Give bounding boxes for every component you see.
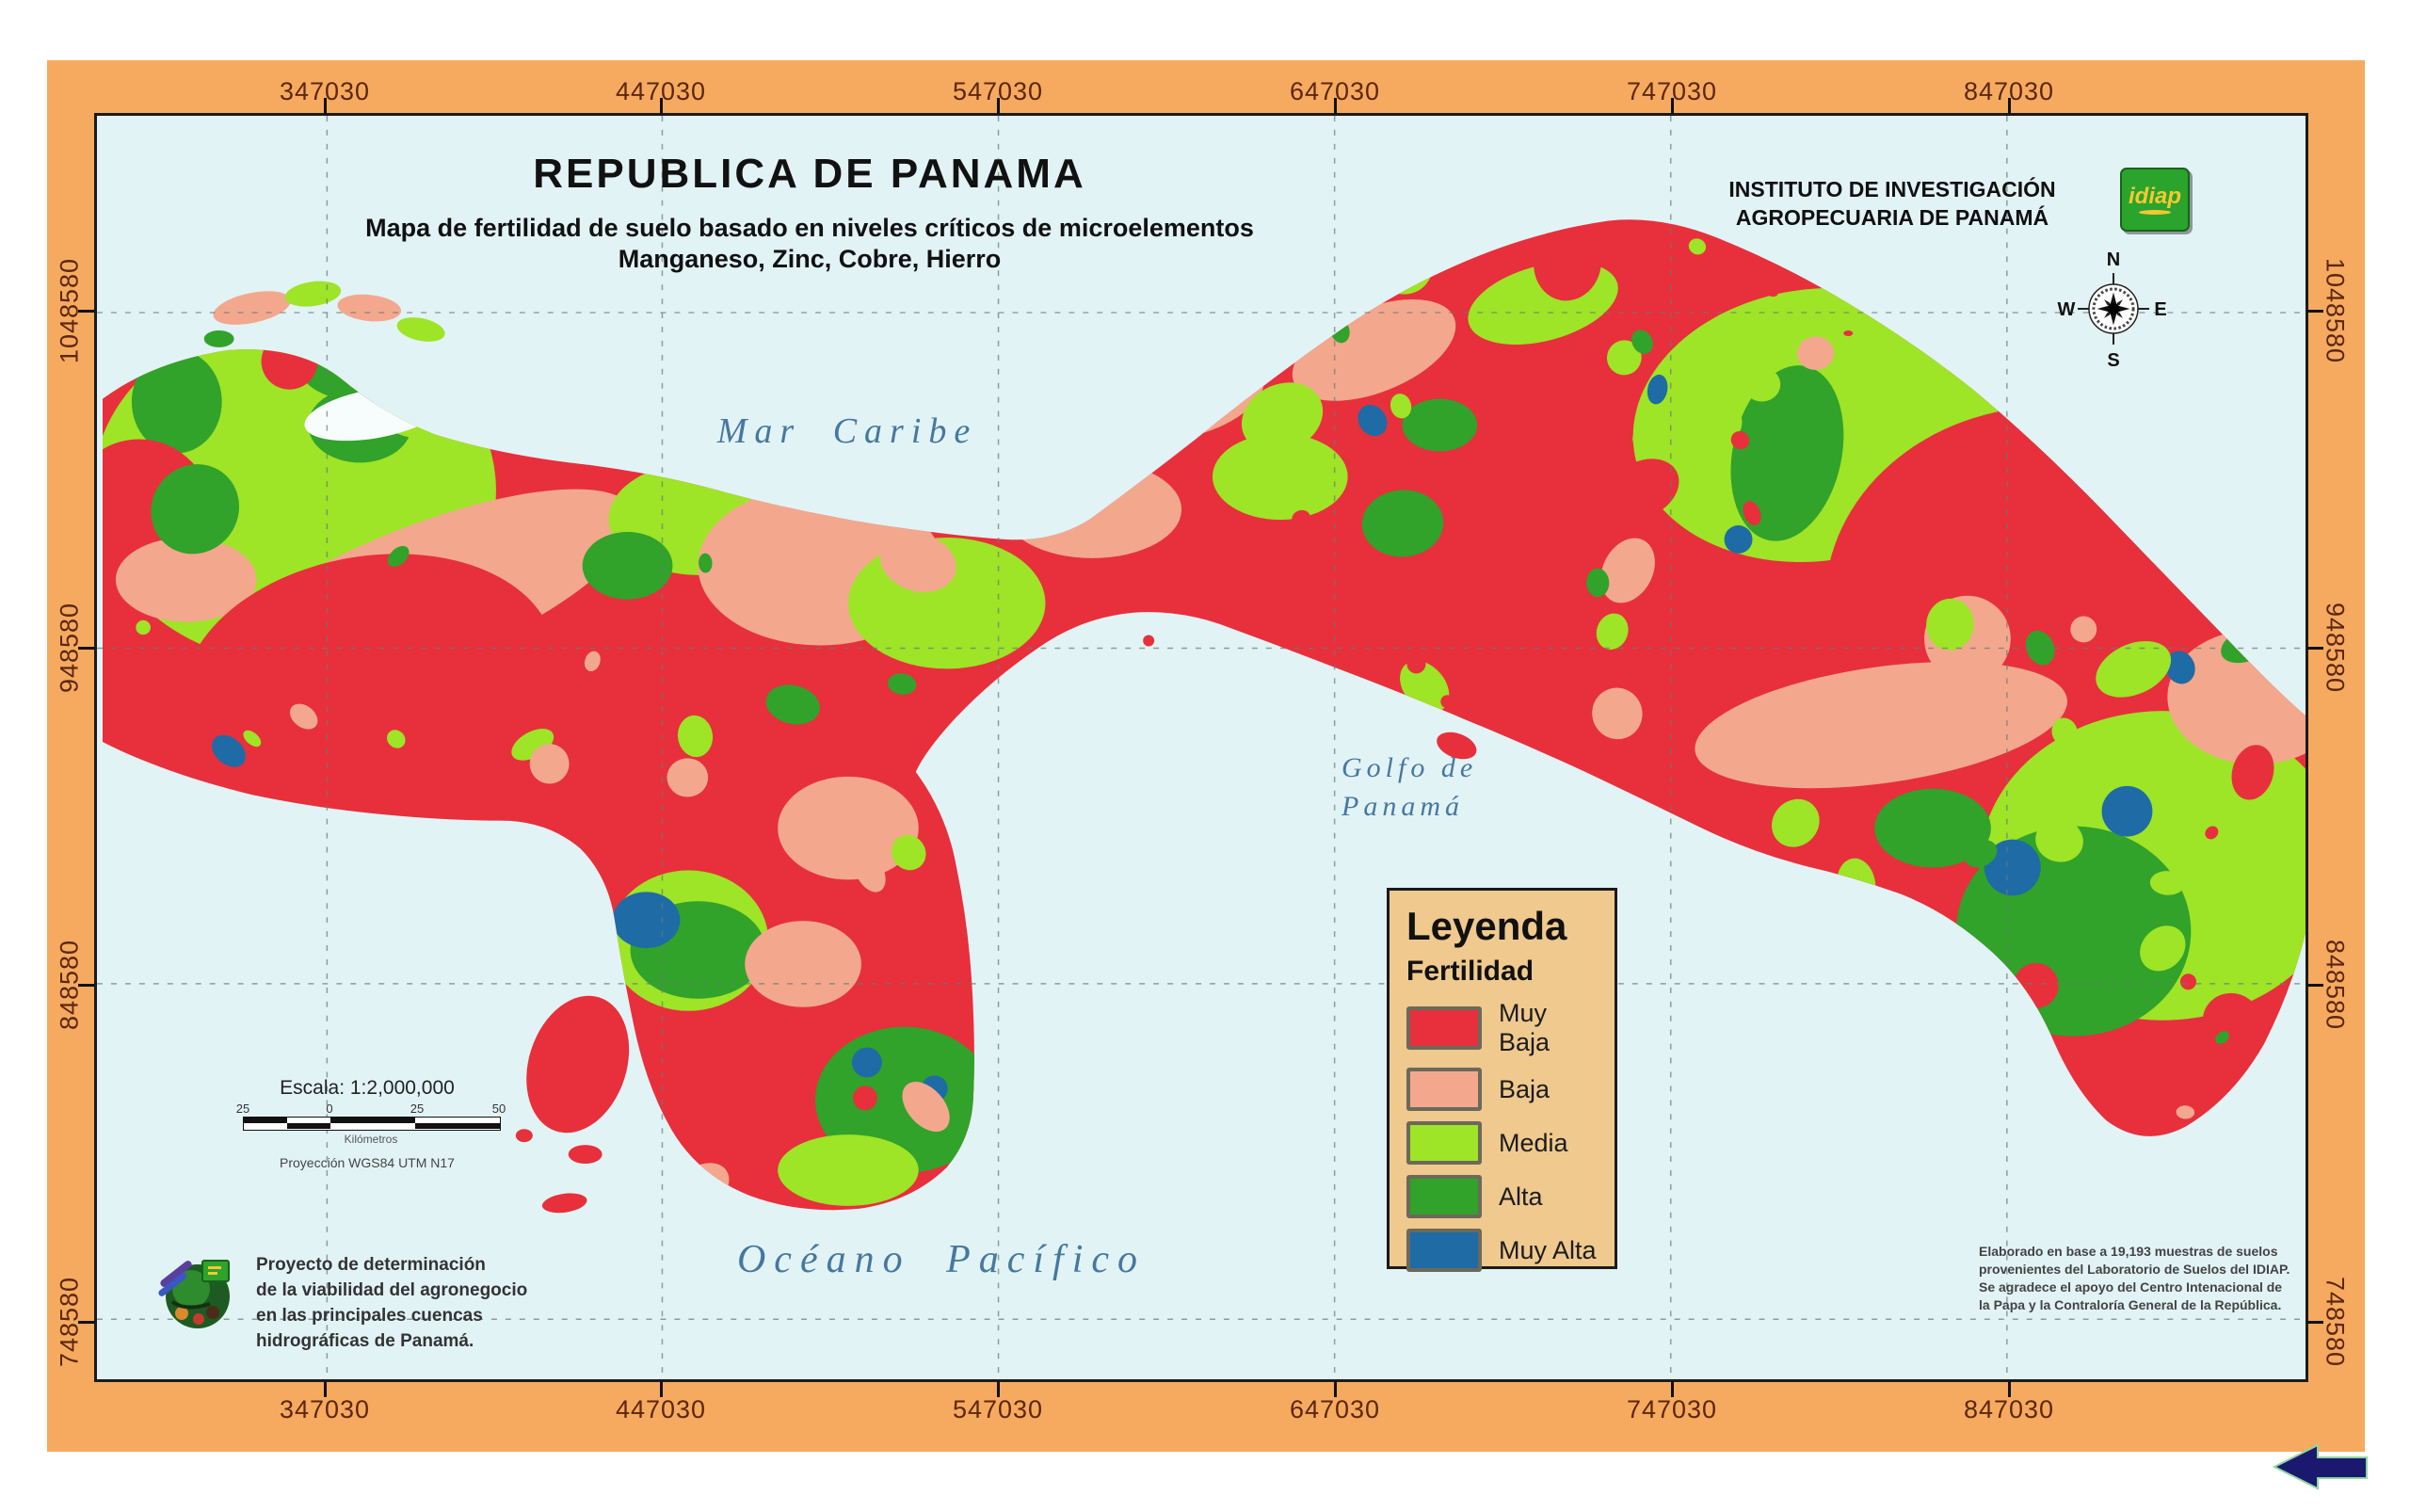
axis-tick-mark <box>78 983 94 987</box>
map-subtitle-line2: Manganeso, Zinc, Cobre, Hierro <box>618 245 1002 273</box>
axis-tick-mark <box>2007 1381 2011 1397</box>
y-axis-label-right: 948580 <box>2321 602 2350 694</box>
axis-tick-mark <box>78 1320 94 1324</box>
x-axis-label-bottom: 447030 <box>615 1395 707 1424</box>
scale-unit-label: Kilómetros <box>344 1133 398 1146</box>
scale-tick-labels: 25 0 25 50 <box>226 1102 508 1117</box>
legend-item: Media <box>1406 1121 1598 1165</box>
idiap-logo-swoosh <box>2139 209 2171 215</box>
compass-rose-icon: N W E S <box>2058 249 2167 371</box>
scale-title: Escala: 1:2,000,000 <box>280 1077 455 1099</box>
legend-label: Alta <box>1499 1182 1543 1211</box>
axis-tick-mark <box>78 646 94 650</box>
x-axis-label-bottom: 847030 <box>1963 1395 2055 1424</box>
legend-subtitle: Fertilidad <box>1406 956 1534 987</box>
axis-tick-mark <box>78 309 94 313</box>
credits-line: provenientes del Laboratorio de Suelos d… <box>1979 1262 2290 1277</box>
institute-name: INSTITUTO DE INVESTIGACIÓN AGROPECUARIA … <box>1676 175 2109 232</box>
project-line: en las principales cuencas <box>256 1306 483 1326</box>
axis-tick-mark <box>323 1381 327 1397</box>
legend-label: Muy Baja <box>1499 999 1550 1056</box>
compass-east-label: E <box>2154 299 2166 320</box>
axis-tick-mark <box>2007 98 2011 114</box>
axis-tick-mark <box>1333 98 1337 114</box>
legend-item: Alta <box>1406 1175 1598 1218</box>
project-line: de la viabilidad del agronegocio <box>256 1280 528 1300</box>
gulf-of-panama-label: Golfo de Panamá <box>1342 748 1477 826</box>
axis-tick-mark <box>1670 98 1674 114</box>
legend-swatch-muy-alta <box>1406 1229 1482 1272</box>
gulf-label-line2: Panamá <box>1342 791 1464 822</box>
axis-tick-mark <box>996 1381 1000 1397</box>
legend-item: Baja <box>1406 1068 1598 1111</box>
axis-tick-mark <box>2307 1320 2323 1324</box>
y-axis-label-right: 848580 <box>2321 939 2350 1031</box>
axis-tick-mark <box>1670 1381 1674 1397</box>
scale-tick: 0 <box>326 1102 333 1116</box>
compass-south-label: S <box>2107 350 2119 371</box>
project-description: Proyecto de determinación de la viabilid… <box>256 1252 527 1354</box>
axis-tick-mark <box>2307 309 2323 313</box>
scale-tick: 25 <box>235 1102 250 1116</box>
idiap-logo-icon: idiap <box>2120 168 2190 232</box>
panama-map <box>94 113 2308 1382</box>
credits-line: Se agradece el apoyo del Centro Intenaci… <box>1979 1279 2283 1295</box>
x-axis-label-bottom: 647030 <box>1289 1395 1381 1424</box>
project-line: hidrográficas de Panamá. <box>256 1331 474 1351</box>
legend-item: Muy Baja <box>1406 999 1598 1057</box>
compass-north-label: N <box>2107 249 2120 270</box>
map-subtitle-line1: Mapa de fertilidad de suelo basado en ni… <box>365 214 1254 242</box>
credits-line: Elaborado en base a 19,193 muestras de s… <box>1979 1244 2278 1259</box>
legend-title: Leyenda <box>1406 904 1567 948</box>
institute-line2: AGROPECUARIA DE PANAMÁ <box>1735 205 2049 230</box>
legend-label: Muy Alta <box>1499 1235 1597 1264</box>
legend-swatch-media <box>1406 1121 1482 1165</box>
idiap-logo-text: idiap <box>2128 183 2181 209</box>
credits-note: Elaborado en base a 19,193 muestras de s… <box>1979 1243 2290 1314</box>
legend-swatch-alta <box>1406 1175 1482 1218</box>
axis-tick-mark <box>1333 1381 1337 1397</box>
y-axis-label-right: 1048580 <box>2321 257 2350 364</box>
institute-line1: INSTITUTO DE INVESTIGACIÓN <box>1728 177 2056 201</box>
map-title: REPUBLICA DE PANAMA <box>533 151 1086 197</box>
scale-tick: 50 <box>491 1102 506 1116</box>
title-block: REPUBLICA DE PANAMA Mapa de fertilidad d… <box>292 149 1327 275</box>
projection-label: Proyección WGS84 UTM N17 <box>280 1155 455 1170</box>
legend-label: Media <box>1499 1128 1568 1157</box>
legend-swatch-muy-baja <box>1406 1006 1482 1050</box>
y-axis-label-right: 748580 <box>2321 1276 2350 1368</box>
legend-label: Baja <box>1499 1074 1550 1103</box>
scale-tick: 25 <box>410 1102 425 1116</box>
axis-tick-mark <box>659 1381 663 1397</box>
scale-bar-block: Escala: 1:2,000,000 25 0 25 50 Kilómetro… <box>226 1077 508 1170</box>
project-logo-icon <box>158 1260 230 1328</box>
axis-tick-mark <box>996 98 1000 114</box>
gulf-label-line1: Golfo de <box>1342 752 1478 783</box>
axis-tick-mark <box>659 98 663 114</box>
x-axis-label-bottom: 747030 <box>1626 1395 1718 1424</box>
back-arrow-icon[interactable] <box>2267 1442 2380 1495</box>
axis-tick-mark <box>2307 646 2323 650</box>
scale-bar <box>243 1117 501 1131</box>
credits-line: la Papa y la Contraloría General de la R… <box>1979 1297 2282 1312</box>
legend: Leyenda Fertilidad Muy Baja Baja Media A… <box>1387 888 1617 1272</box>
fertility-map-graphic <box>97 116 2306 1379</box>
pacific-ocean-label: Océano Pacífico <box>736 1238 1147 1281</box>
caribbean-sea-label: Mar Caribe <box>716 411 978 451</box>
legend-swatch-baja <box>1406 1068 1482 1111</box>
project-line: Proyecto de determinación <box>256 1255 486 1275</box>
x-axis-label-bottom: 547030 <box>952 1395 1044 1424</box>
axis-tick-mark <box>323 98 327 114</box>
x-axis-label-bottom: 347030 <box>279 1395 371 1424</box>
compass-west-label: W <box>2058 299 2076 320</box>
axis-tick-mark <box>2307 983 2323 987</box>
legend-item: Muy Alta <box>1406 1229 1598 1272</box>
